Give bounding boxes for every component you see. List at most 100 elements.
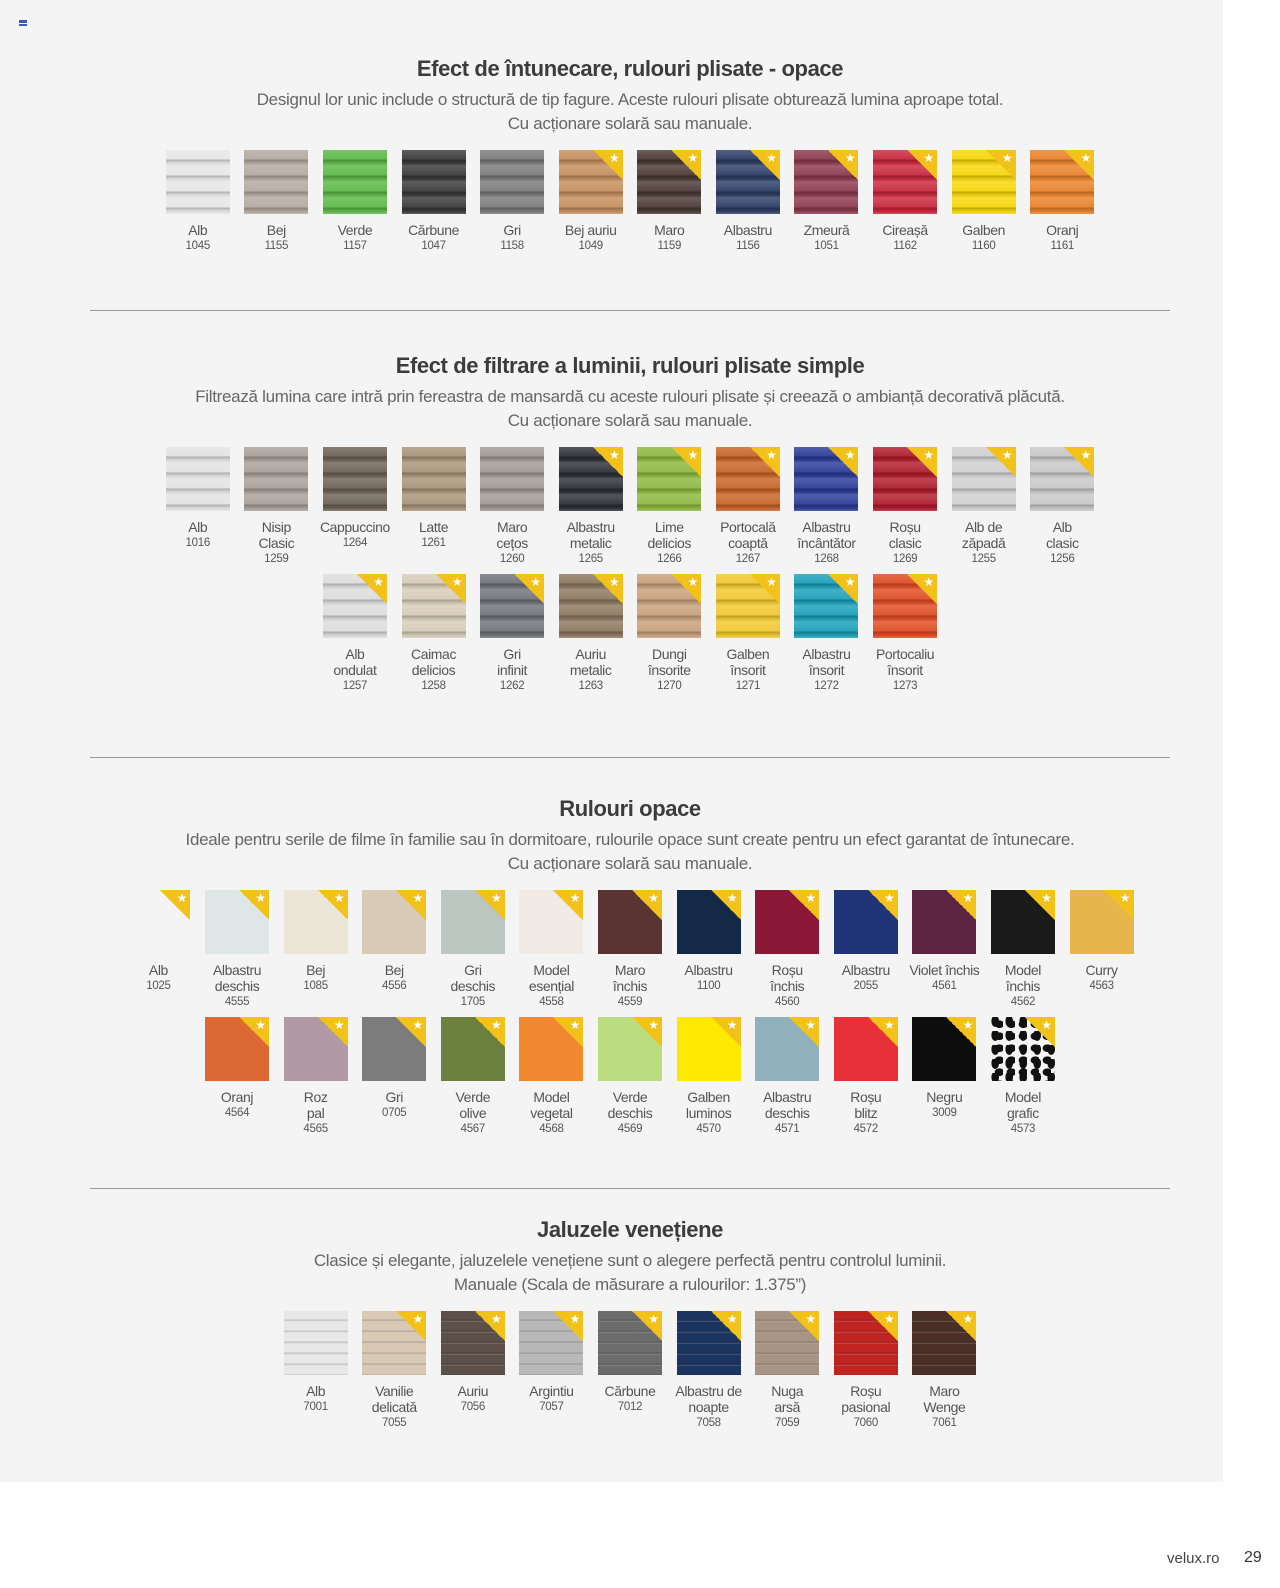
color-swatch[interactable] — [401, 150, 466, 214]
color-swatch[interactable] — [322, 447, 387, 511]
color-swatch[interactable] — [165, 150, 230, 214]
color-swatch[interactable]: ★ — [440, 890, 505, 954]
color-swatch-item[interactable]: ★ Verde olive 4567 — [434, 1017, 513, 1144]
color-swatch[interactable]: ★ — [519, 1311, 584, 1375]
color-swatch-item[interactable]: ★ Albastru 2055 — [826, 890, 905, 1017]
color-swatch[interactable]: ★ — [440, 1017, 505, 1081]
color-swatch-item[interactable]: ★ Albastru deschis 4555 — [198, 890, 277, 1017]
color-swatch[interactable]: ★ — [283, 890, 348, 954]
color-swatch[interactable]: ★ — [637, 447, 702, 511]
color-swatch[interactable]: ★ — [637, 150, 702, 214]
color-swatch-item[interactable]: ★ Cireașă 1162 — [866, 150, 945, 277]
color-swatch-item[interactable]: ★ Model grafic 4573 — [984, 1017, 1063, 1144]
color-swatch[interactable]: ★ — [519, 890, 584, 954]
color-swatch-item[interactable]: ★ Model esențial 4558 — [512, 890, 591, 1017]
color-swatch[interactable] — [401, 447, 466, 511]
color-swatch-item[interactable]: ★ Gri 0705 — [355, 1017, 434, 1144]
color-swatch-item[interactable]: ★ Maro Wenge 7061 — [905, 1311, 984, 1438]
color-swatch-item[interactable]: ★ Oranj 1161 — [1023, 150, 1102, 277]
color-swatch-item[interactable]: Cărbune 1047 — [394, 150, 473, 277]
color-swatch-item[interactable]: ★ Model vegetal 4568 — [512, 1017, 591, 1144]
footer-site[interactable]: velux.ro — [1167, 1550, 1220, 1567]
color-swatch-item[interactable]: Cappuccino 1264 — [316, 447, 395, 574]
color-swatch[interactable] — [244, 150, 309, 214]
color-swatch[interactable]: ★ — [833, 890, 898, 954]
color-swatch[interactable]: ★ — [794, 150, 859, 214]
color-swatch-item[interactable]: ★ Violet închis 4561 — [905, 890, 984, 1017]
color-swatch[interactable]: ★ — [362, 1017, 427, 1081]
color-swatch[interactable]: ★ — [794, 574, 859, 638]
color-swatch-item[interactable]: ★ Negru 3009 — [905, 1017, 984, 1144]
color-swatch[interactable] — [480, 447, 545, 511]
color-swatch[interactable]: ★ — [990, 890, 1055, 954]
color-swatch-item[interactable]: ★ Curry 4563 — [1062, 890, 1141, 1017]
color-swatch-item[interactable]: ★ Bej auriu 1049 — [551, 150, 630, 277]
menu-icon[interactable] — [19, 20, 27, 26]
color-swatch-item[interactable]: ★ Albastru metalic 1265 — [551, 447, 630, 574]
color-swatch[interactable]: ★ — [676, 1311, 741, 1375]
color-swatch-item[interactable]: ★ Galben luminos 4570 — [669, 1017, 748, 1144]
color-swatch[interactable]: ★ — [1030, 150, 1095, 214]
color-swatch[interactable] — [165, 447, 230, 511]
color-swatch[interactable]: ★ — [1030, 447, 1095, 511]
color-swatch[interactable]: ★ — [362, 890, 427, 954]
color-swatch-item[interactable]: ★ Lime delicios 1266 — [630, 447, 709, 574]
color-swatch[interactable]: ★ — [755, 890, 820, 954]
color-swatch-item[interactable]: ★ Maro 1159 — [630, 150, 709, 277]
color-swatch-item[interactable]: ★ Alb clasic 1256 — [1023, 447, 1102, 574]
color-swatch[interactable]: ★ — [990, 1017, 1055, 1081]
color-swatch[interactable] — [244, 447, 309, 511]
color-swatch-item[interactable]: ★ Auriu 7056 — [434, 1311, 513, 1438]
color-swatch[interactable]: ★ — [598, 1017, 662, 1081]
color-swatch-item[interactable]: ★ Argintiu 7057 — [512, 1311, 591, 1438]
color-swatch-item[interactable]: ★ Alb ondulat 1257 — [316, 574, 395, 701]
color-swatch-item[interactable]: ★ Model închis 4562 — [984, 890, 1063, 1017]
color-swatch-item[interactable]: ★ Roșu pasional 7060 — [826, 1311, 905, 1438]
color-swatch[interactable]: ★ — [598, 890, 662, 954]
color-swatch-item[interactable]: ★ Roșu închis 4560 — [748, 890, 827, 1017]
color-swatch[interactable]: ★ — [401, 574, 466, 638]
color-swatch-item[interactable]: ★ Caimac delicios 1258 — [394, 574, 473, 701]
color-swatch[interactable]: ★ — [519, 1017, 584, 1081]
color-swatch-item[interactable]: Verde 1157 — [316, 150, 395, 277]
color-swatch[interactable] — [480, 150, 545, 214]
color-swatch[interactable]: ★ — [1069, 890, 1134, 954]
color-swatch[interactable]: ★ — [283, 1017, 348, 1081]
color-swatch[interactable]: ★ — [637, 574, 702, 638]
color-swatch-item[interactable]: Gri 1158 — [473, 150, 552, 277]
color-swatch-item[interactable]: ★ Galben 1160 — [944, 150, 1023, 277]
color-swatch[interactable] — [283, 1311, 348, 1375]
color-swatch-item[interactable]: ★ Maro închis 4559 — [591, 890, 670, 1017]
color-swatch-item[interactable]: ★ Oranj 4564 — [198, 1017, 277, 1144]
color-swatch[interactable]: ★ — [480, 574, 545, 638]
color-swatch[interactable]: ★ — [205, 890, 270, 954]
color-swatch-item[interactable]: Maro cețos 1260 — [473, 447, 552, 574]
color-swatch-item[interactable]: ★ Galben însorit 1271 — [709, 574, 788, 701]
color-swatch[interactable]: ★ — [322, 574, 387, 638]
color-swatch[interactable]: ★ — [873, 150, 938, 214]
color-swatch[interactable]: ★ — [833, 1311, 898, 1375]
color-swatch-item[interactable]: ★ Zmeură 1051 — [787, 150, 866, 277]
color-swatch-item[interactable]: ★ Auriu metalic 1263 — [551, 574, 630, 701]
color-swatch[interactable]: ★ — [676, 1017, 741, 1081]
color-swatch-item[interactable]: Alb 1016 — [158, 447, 237, 574]
color-swatch-item[interactable]: ★ Alb de zăpadă 1255 — [944, 447, 1023, 574]
color-swatch[interactable]: ★ — [126, 890, 191, 954]
color-swatch-item[interactable]: Nisip Clasic 1259 — [237, 447, 316, 574]
color-swatch-item[interactable]: ★ Nuga arsă 7059 — [748, 1311, 827, 1438]
color-swatch[interactable]: ★ — [794, 447, 859, 511]
color-swatch[interactable]: ★ — [715, 150, 780, 214]
color-swatch[interactable]: ★ — [715, 447, 780, 511]
color-swatch[interactable]: ★ — [873, 574, 938, 638]
color-swatch-item[interactable]: ★ Alb 1025 — [119, 890, 198, 1017]
color-swatch-item[interactable]: ★ Albastru 1156 — [709, 150, 788, 277]
color-swatch-item[interactable]: ★ Albastru încântător 1268 — [787, 447, 866, 574]
color-swatch[interactable]: ★ — [755, 1017, 820, 1081]
color-swatch-item[interactable]: Bej 1155 — [237, 150, 316, 277]
color-swatch[interactable]: ★ — [440, 1311, 505, 1375]
color-swatch[interactable] — [322, 150, 387, 214]
color-swatch-item[interactable]: ★ Cărbune 7012 — [591, 1311, 670, 1438]
color-swatch-item[interactable]: Alb 1045 — [158, 150, 237, 277]
color-swatch-item[interactable]: Alb 7001 — [276, 1311, 355, 1438]
color-swatch-item[interactable]: ★ Vanilie delicată 7055 — [355, 1311, 434, 1438]
